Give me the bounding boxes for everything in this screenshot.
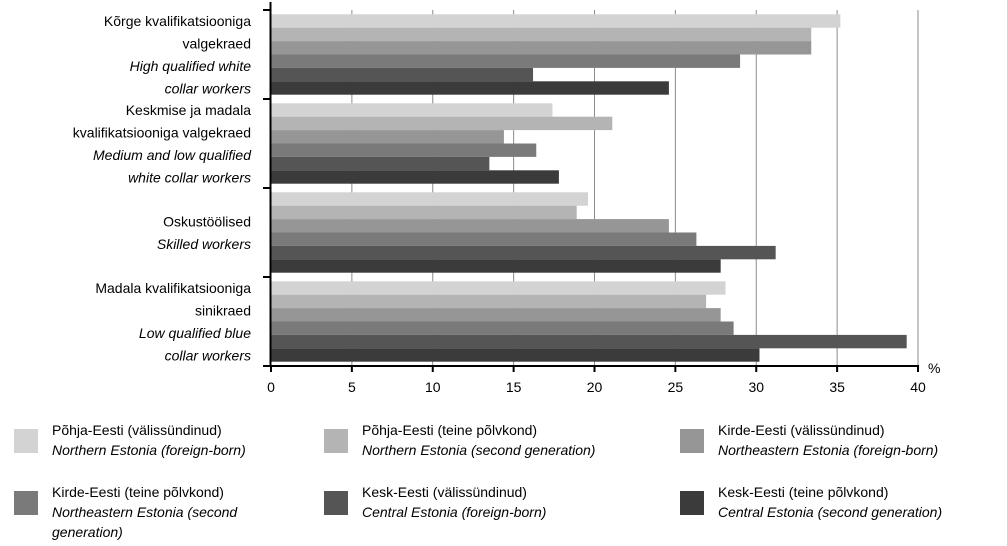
legend-label-et: Kesk-Eesti (teine põlvkond) — [718, 484, 889, 500]
x-tick-label: 40 — [910, 379, 926, 395]
bar — [271, 348, 760, 362]
bar — [271, 143, 537, 157]
bar — [271, 54, 741, 68]
x-tick-label: 0 — [267, 379, 275, 395]
bar — [271, 67, 534, 82]
x-tick-label: 10 — [425, 379, 441, 395]
category-label-et: Kõrge kvalifikatsiooniga — [104, 13, 251, 29]
bar — [271, 245, 776, 260]
bar-chart: 0 5 10 15 20 25 30 35 40 Kõrge kvalifikatsioonig… — [73, 2, 940, 395]
legend-item: Põhja-Eesti (välissündinud) Northern Est… — [14, 420, 332, 460]
x-tick-label: 5 — [348, 379, 356, 395]
category-label-et: sinikraed — [195, 302, 251, 318]
category-label-en: collar workers — [165, 80, 251, 96]
legend: Põhja-Eesti (välissündinud) Northern Est… — [0, 420, 1007, 546]
legend-item: Kesk-Eesti (teine põlvkond) Central Esto… — [680, 482, 1007, 522]
legend-label: Kesk-Eesti (teine põlvkond) Central Esto… — [718, 482, 1007, 522]
bar — [271, 192, 589, 206]
legend-swatch — [14, 491, 38, 515]
bar — [271, 14, 841, 28]
x-tick-label: 25 — [668, 379, 684, 395]
legend-item: Põhja-Eesti (teine põlvkond) Northern Es… — [324, 420, 662, 460]
bar — [271, 81, 669, 95]
legend-label-et: Põhja-Eesti (välissündinud) — [52, 422, 222, 438]
category-label-en: Low qualified blue — [139, 325, 251, 341]
bar — [271, 103, 553, 117]
x-tick-label: 35 — [829, 379, 845, 395]
bar — [271, 334, 907, 349]
legend-item: Kirde-Eesti (välissündinud) Northeastern… — [680, 420, 1007, 460]
category-label-en: High qualified white — [130, 58, 252, 74]
bar — [271, 281, 726, 295]
category-label-et: Madala kvalifikatsiooniga — [95, 280, 251, 296]
legend-swatch — [324, 491, 348, 515]
axes: 0 5 10 15 20 25 30 35 40 — [263, 2, 926, 395]
bar — [271, 294, 707, 309]
legend-item: Kirde-Eesti (teine põlvkond) Northeaster… — [14, 482, 292, 542]
legend-swatch — [680, 429, 704, 453]
bar — [271, 259, 721, 273]
bar — [271, 27, 812, 42]
category-label-en: collar workers — [165, 347, 251, 363]
legend-label-et: Kesk-Eesti (välissündinud) — [362, 484, 527, 500]
legend-label: Kirde-Eesti (teine põlvkond) Northeaster… — [52, 482, 292, 542]
legend-swatch — [324, 429, 348, 453]
legend-label-et: Kirde-Eesti (välissündinud) — [718, 422, 885, 438]
bar — [271, 170, 559, 184]
legend-swatch — [14, 429, 38, 453]
legend-label: Kesk-Eesti (välissündinud) Central Eston… — [362, 482, 662, 522]
legend-label-en: Northeastern Estonia (second generation) — [52, 504, 238, 540]
legend-label-et: Põhja-Eesti (teine põlvkond) — [362, 422, 538, 438]
category-label-et: valgekraed — [183, 35, 252, 51]
legend-label-en: Northern Estonia (foreign-born) — [52, 442, 246, 458]
bar — [271, 130, 504, 144]
x-tick-label: 20 — [587, 379, 603, 395]
bars — [271, 14, 907, 362]
bar — [271, 308, 721, 322]
bar — [271, 116, 613, 131]
legend-label-et: Kirde-Eesti (teine põlvkond) — [52, 484, 224, 500]
legend-label-en: Northeastern Estonia (foreign-born) — [718, 442, 939, 458]
legend-label-en: Central Estonia (foreign-born) — [362, 504, 547, 520]
legend-label: Põhja-Eesti (välissündinud) Northern Est… — [52, 420, 332, 460]
x-tick-label: 15 — [506, 379, 522, 395]
bar — [271, 205, 577, 220]
category-labels: Kõrge kvalifikatsiooniga valgekraed High q… — [73, 13, 252, 364]
category-label-et: kvalifikatsiooniga valgekraed — [73, 124, 251, 140]
bar — [271, 41, 812, 55]
legend-label-en: Northern Estonia (second generation) — [362, 442, 596, 458]
unit-label: % — [928, 360, 940, 376]
bar — [271, 156, 490, 171]
category-label-en: white collar workers — [128, 169, 251, 185]
legend-swatch — [680, 491, 704, 515]
category-label-et: Keskmise ja madala — [126, 102, 251, 118]
bar — [271, 219, 669, 233]
category-label-en: Medium and low qualified — [93, 147, 252, 163]
bar — [271, 321, 734, 335]
legend-label: Põhja-Eesti (teine põlvkond) Northern Es… — [362, 420, 662, 460]
legend-label: Kirde-Eesti (välissündinud) Northeastern… — [718, 420, 1007, 460]
x-tick-label: 30 — [748, 379, 764, 395]
category-label-et: Oskustöölised — [163, 213, 251, 229]
bar — [271, 232, 697, 246]
category-label-en: Skilled workers — [157, 236, 251, 252]
legend-label-en: Central Estonia (second generation) — [718, 504, 943, 520]
legend-item: Kesk-Eesti (välissündinud) Central Eston… — [324, 482, 662, 522]
